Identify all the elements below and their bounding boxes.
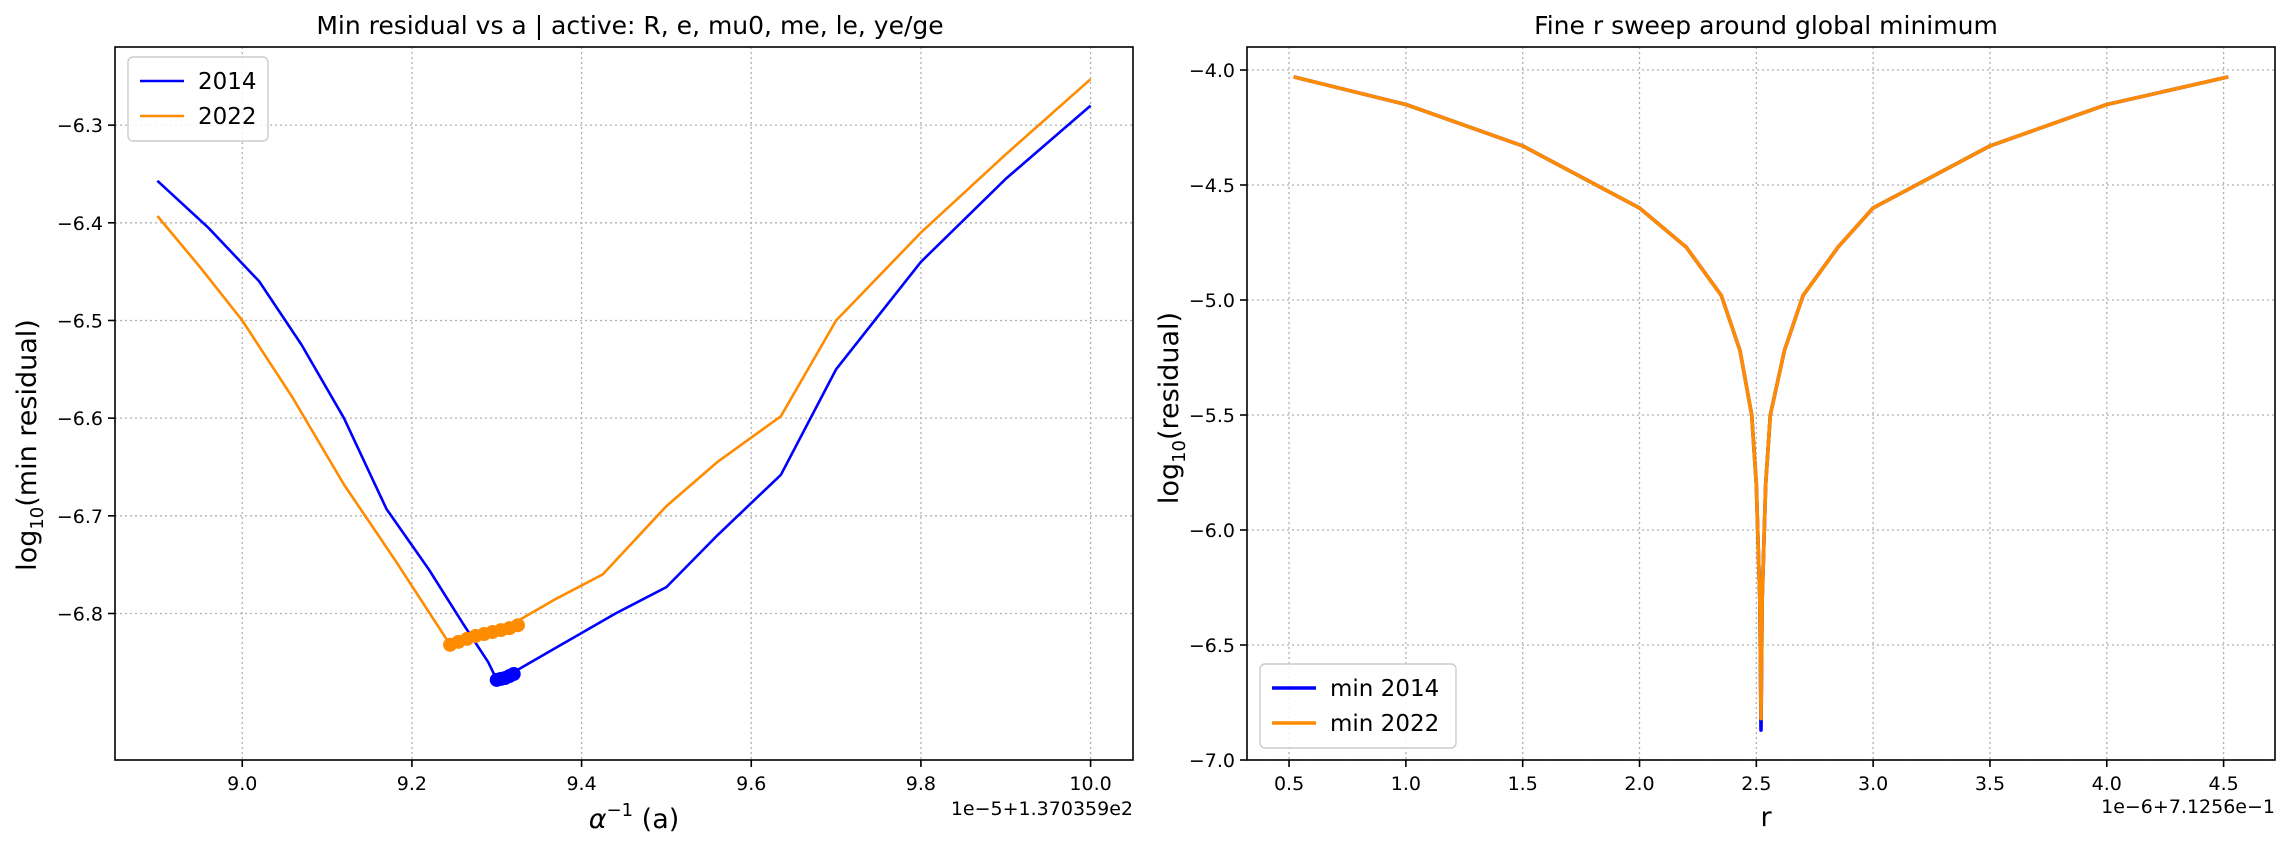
y-tick-label: −5.5 <box>1189 405 1235 427</box>
x-axis-label-sup: −1 <box>607 800 634 821</box>
ticks: 0.5 1.0 1.5 2.0 2.5 3.0 3.5 4.0 4.5 −7.0 −6.5 −6.0 −… <box>1189 60 2239 795</box>
series-layer <box>1293 75 2229 732</box>
data-point-2022 <box>510 618 525 633</box>
x-tick-label: 9.8 <box>906 773 936 795</box>
x-tick-label: 9.4 <box>566 773 596 795</box>
legend-label-2014: 2014 <box>198 69 257 95</box>
y-tick-label: −6.3 <box>57 115 103 137</box>
x-tick-label: 2.0 <box>1624 773 1654 795</box>
x-axis-label-suffix: (a) <box>633 804 679 835</box>
x-tick-label: 4.0 <box>2092 773 2122 795</box>
y-axis-label-suffix: (residual) <box>1154 312 1185 440</box>
y-tick-label: −6.5 <box>57 310 103 332</box>
x-tick-label: 1.0 <box>1391 773 1421 795</box>
y-tick-label: −7.0 <box>1189 750 1235 772</box>
legend: min 2014 min 2022 <box>1259 663 1457 749</box>
chart-panel-right: Fine r sweep around global minimum 0.5 1.… <box>1154 11 2276 833</box>
x-tick-label: 9.0 <box>227 773 257 795</box>
y-tick-label: −6.0 <box>1189 520 1235 542</box>
x-axis-label: r <box>1760 802 1772 833</box>
legend-box <box>1259 663 1457 749</box>
axes-frame <box>114 46 1134 761</box>
x-offset-text: 1e−5+1.370359e2 <box>951 798 1133 820</box>
y-tick-label: −6.8 <box>57 603 103 625</box>
y-tick-label: −6.4 <box>57 213 103 235</box>
x-tick-label: 2.5 <box>1741 773 1771 795</box>
y-tick-label: −4.5 <box>1189 175 1235 197</box>
y-axis-label-base: log <box>1154 463 1185 504</box>
grid <box>1247 47 2275 761</box>
y-tick-label: −6.5 <box>1189 635 1235 657</box>
series-line-min-2022 <box>1293 75 2229 721</box>
x-tick-label: 4.5 <box>2208 773 2238 795</box>
y-axis-label: log10(min residual) <box>12 319 48 571</box>
legend-box <box>127 56 269 142</box>
y-axis-label-suffix: (min residual) <box>12 319 43 507</box>
y-axis-label-sub: 10 <box>27 507 48 530</box>
x-tick-label: 9.2 <box>397 773 427 795</box>
chart-panel-left: Min residual vs a | active: R, e, mu0, m… <box>12 11 1134 835</box>
x-tick-label: 3.5 <box>1975 773 2005 795</box>
y-axis-label-base: log <box>12 530 43 571</box>
series-line-2022 <box>156 78 1092 647</box>
data-point-2014 <box>506 667 521 682</box>
x-axis-label-base: α <box>589 804 607 835</box>
x-tick-label: 3.0 <box>1858 773 1888 795</box>
y-tick-label: −5.0 <box>1189 290 1235 312</box>
ticks: 9.0 9.2 9.4 9.6 9.8 10.0 −6.8 −6.7 −6.6 −6.5 −6.4 −… <box>57 115 1112 795</box>
series-layer <box>156 78 1092 687</box>
legend: 2014 2022 <box>127 56 269 142</box>
legend-label-min-2014: min 2014 <box>1330 676 1439 702</box>
x-tick-label: 9.6 <box>736 773 766 795</box>
chart-title: Min residual vs a | active: R, e, mu0, m… <box>316 11 943 40</box>
x-tick-label: 1.5 <box>1508 773 1538 795</box>
x-tick-label: 10.0 <box>1069 773 1111 795</box>
legend-label-2022: 2022 <box>198 104 257 130</box>
x-axis-label: α−1 (a) <box>589 800 680 835</box>
legend-label-min-2022: min 2022 <box>1330 711 1439 737</box>
grid <box>115 47 1133 760</box>
chart-title: Fine r sweep around global minimum <box>1534 11 1998 40</box>
x-tick-label: 0.5 <box>1274 773 1304 795</box>
y-tick-label: −6.7 <box>57 506 103 528</box>
y-axis-label: log10(residual) <box>1154 312 1190 504</box>
y-tick-label: −4.0 <box>1189 60 1235 82</box>
axes-frame <box>1246 46 2276 761</box>
y-tick-label: −6.6 <box>57 408 103 430</box>
y-axis-label-sub: 10 <box>1169 440 1190 463</box>
x-offset-text: 1e−6+7.1256e−1 <box>2101 796 2275 818</box>
